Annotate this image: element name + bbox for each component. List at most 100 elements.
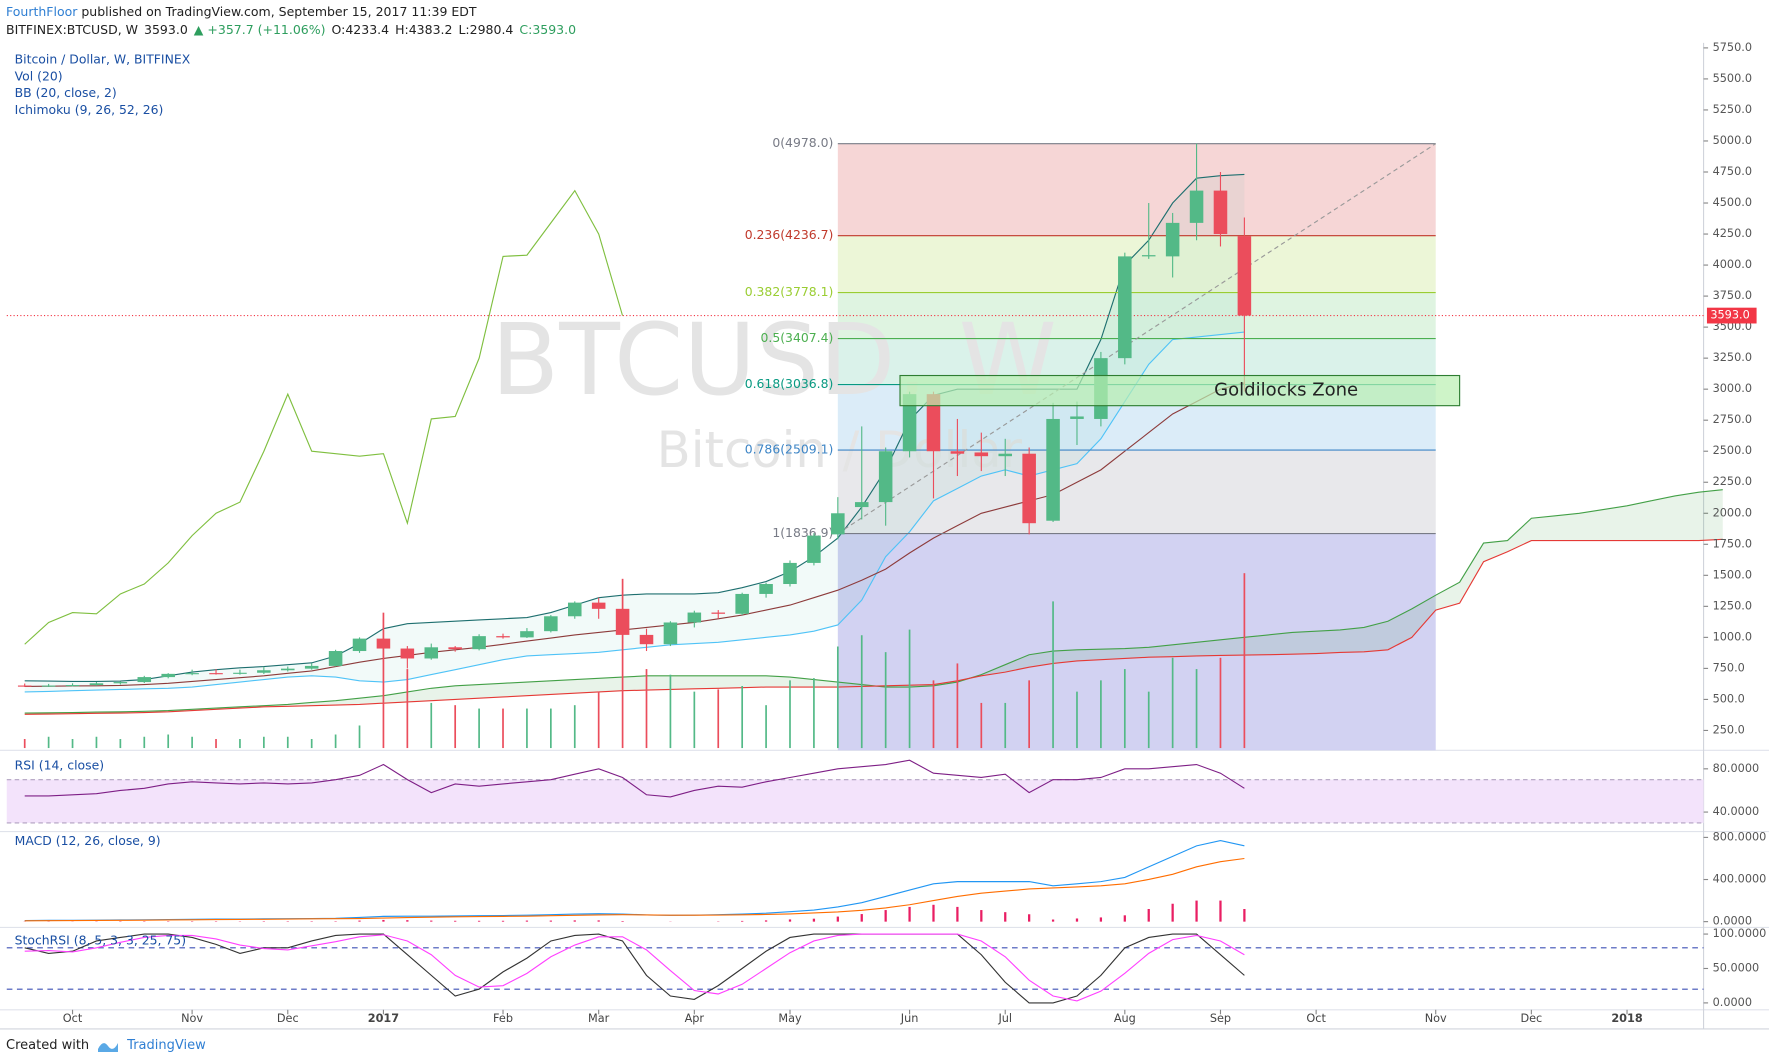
macd-hist [549, 920, 552, 922]
volume-bar [1147, 691, 1150, 749]
macd-hist [764, 920, 768, 922]
up-arrow: ▲ [193, 22, 204, 37]
x-tick-label: Feb [493, 1012, 513, 1025]
volume-bar [358, 725, 361, 749]
indicator-label: BB (20, close, 2) [15, 85, 117, 100]
candle-body [950, 451, 965, 454]
volume-bar [1004, 702, 1007, 749]
y-tick-label: 4250.0 [1713, 227, 1752, 240]
y-tick-label: 2250.0 [1713, 475, 1752, 488]
volume-bar [286, 736, 289, 749]
zone-box [899, 374, 1461, 407]
fib-band [837, 143, 1436, 236]
volume-bar [382, 612, 385, 749]
candle-body [161, 673, 175, 678]
volume-bar [765, 705, 767, 749]
candle-body [472, 636, 486, 650]
macd-hist [1099, 917, 1103, 922]
macd-hist [1147, 909, 1150, 922]
candle-body [878, 451, 893, 503]
volume-bar [813, 678, 815, 749]
chikou-line [24, 189, 624, 645]
y-tick-label: 0.0000 [1713, 996, 1752, 1009]
macd-hist [477, 920, 481, 922]
x-tick-label: May [778, 1012, 802, 1025]
fib-band [837, 450, 1436, 534]
volume-bar [1171, 657, 1174, 749]
brand[interactable]: TradingView [127, 1038, 206, 1053]
y-tick-label: 250.0 [1713, 723, 1745, 736]
macd-hist [908, 906, 911, 922]
candle-body [1022, 453, 1036, 524]
volume-bar [980, 702, 983, 749]
candle-body [281, 668, 295, 671]
volume-bar [454, 705, 457, 749]
candle-body [974, 452, 989, 457]
volume-bar [645, 669, 648, 749]
candle-body [17, 685, 32, 687]
volume-bar [502, 708, 504, 749]
candle-body [831, 513, 845, 535]
fib-label: 0.5(3407.4) [760, 330, 833, 345]
volume-bar [597, 691, 600, 749]
macd-hist [980, 910, 983, 922]
x-tick-label: Nov [181, 1012, 203, 1025]
candle-body [591, 602, 606, 609]
x-tick-label: 2017 [368, 1012, 399, 1025]
volume-bar [95, 736, 98, 749]
candle-body [998, 453, 1013, 457]
fib-label: 0.236(4236.7) [745, 227, 834, 242]
volume-bar [167, 734, 170, 749]
candle-body [209, 673, 223, 675]
author[interactable]: FourthFloor [6, 4, 78, 19]
macd-hist [741, 920, 744, 922]
quote-open: O:4233.4 [331, 22, 390, 37]
volume-bar [191, 736, 193, 749]
candle-body [1046, 418, 1060, 521]
quote-line: BITFINEX:BTCUSD, W 3593.0 ▲ +357.7 (+11.… [6, 22, 576, 37]
volume-bar [1195, 669, 1198, 749]
candle-body [65, 685, 80, 687]
macd-hist [1028, 914, 1031, 922]
y-tick-label: 2750.0 [1713, 413, 1752, 426]
y-tick-label: 500.0 [1713, 692, 1745, 705]
y-tick-label: 400.0000 [1713, 873, 1767, 886]
candle-body [304, 665, 319, 669]
x-tick-label: 2018 [1611, 1012, 1643, 1025]
macd-hist [573, 920, 576, 922]
volume-bar [908, 629, 911, 749]
volume-bar [143, 736, 146, 749]
volume-bar [1219, 657, 1222, 749]
volume-bar [1123, 669, 1126, 749]
candle-body [520, 631, 534, 638]
header: FourthFloor published on TradingView.com… [0, 0, 1769, 42]
quote-low: L:2980.4 [458, 22, 514, 37]
y-tick-label: 750.0 [1713, 661, 1745, 674]
candle-body [615, 608, 630, 635]
volume-bar [334, 734, 337, 749]
y-tick-label: 1500.0 [1713, 568, 1752, 581]
y-tick-label: 4500.0 [1713, 196, 1752, 209]
volume-bar [693, 691, 696, 749]
y-tick-label: 3000.0 [1713, 382, 1752, 395]
macd-hist [358, 920, 361, 922]
volume-bar [119, 739, 122, 749]
candle-body [926, 394, 941, 452]
y-tick-label: 3250.0 [1713, 351, 1752, 364]
volume-bar [406, 669, 409, 749]
bb-fill [24, 174, 1245, 692]
stoch-d [24, 933, 1245, 1002]
fib-trend [837, 143, 1437, 534]
volume-bar [884, 652, 887, 749]
macd-hist [1004, 912, 1007, 922]
candle-body [1189, 190, 1204, 223]
volume-bar [430, 702, 433, 749]
volume-bar [621, 578, 624, 749]
macd-hist [836, 916, 839, 922]
y-tick-label: 1000.0 [1713, 630, 1752, 643]
volume-bar [215, 739, 217, 749]
volume-bar [573, 705, 576, 749]
candle-body [89, 683, 104, 686]
volume-bar [789, 680, 791, 749]
